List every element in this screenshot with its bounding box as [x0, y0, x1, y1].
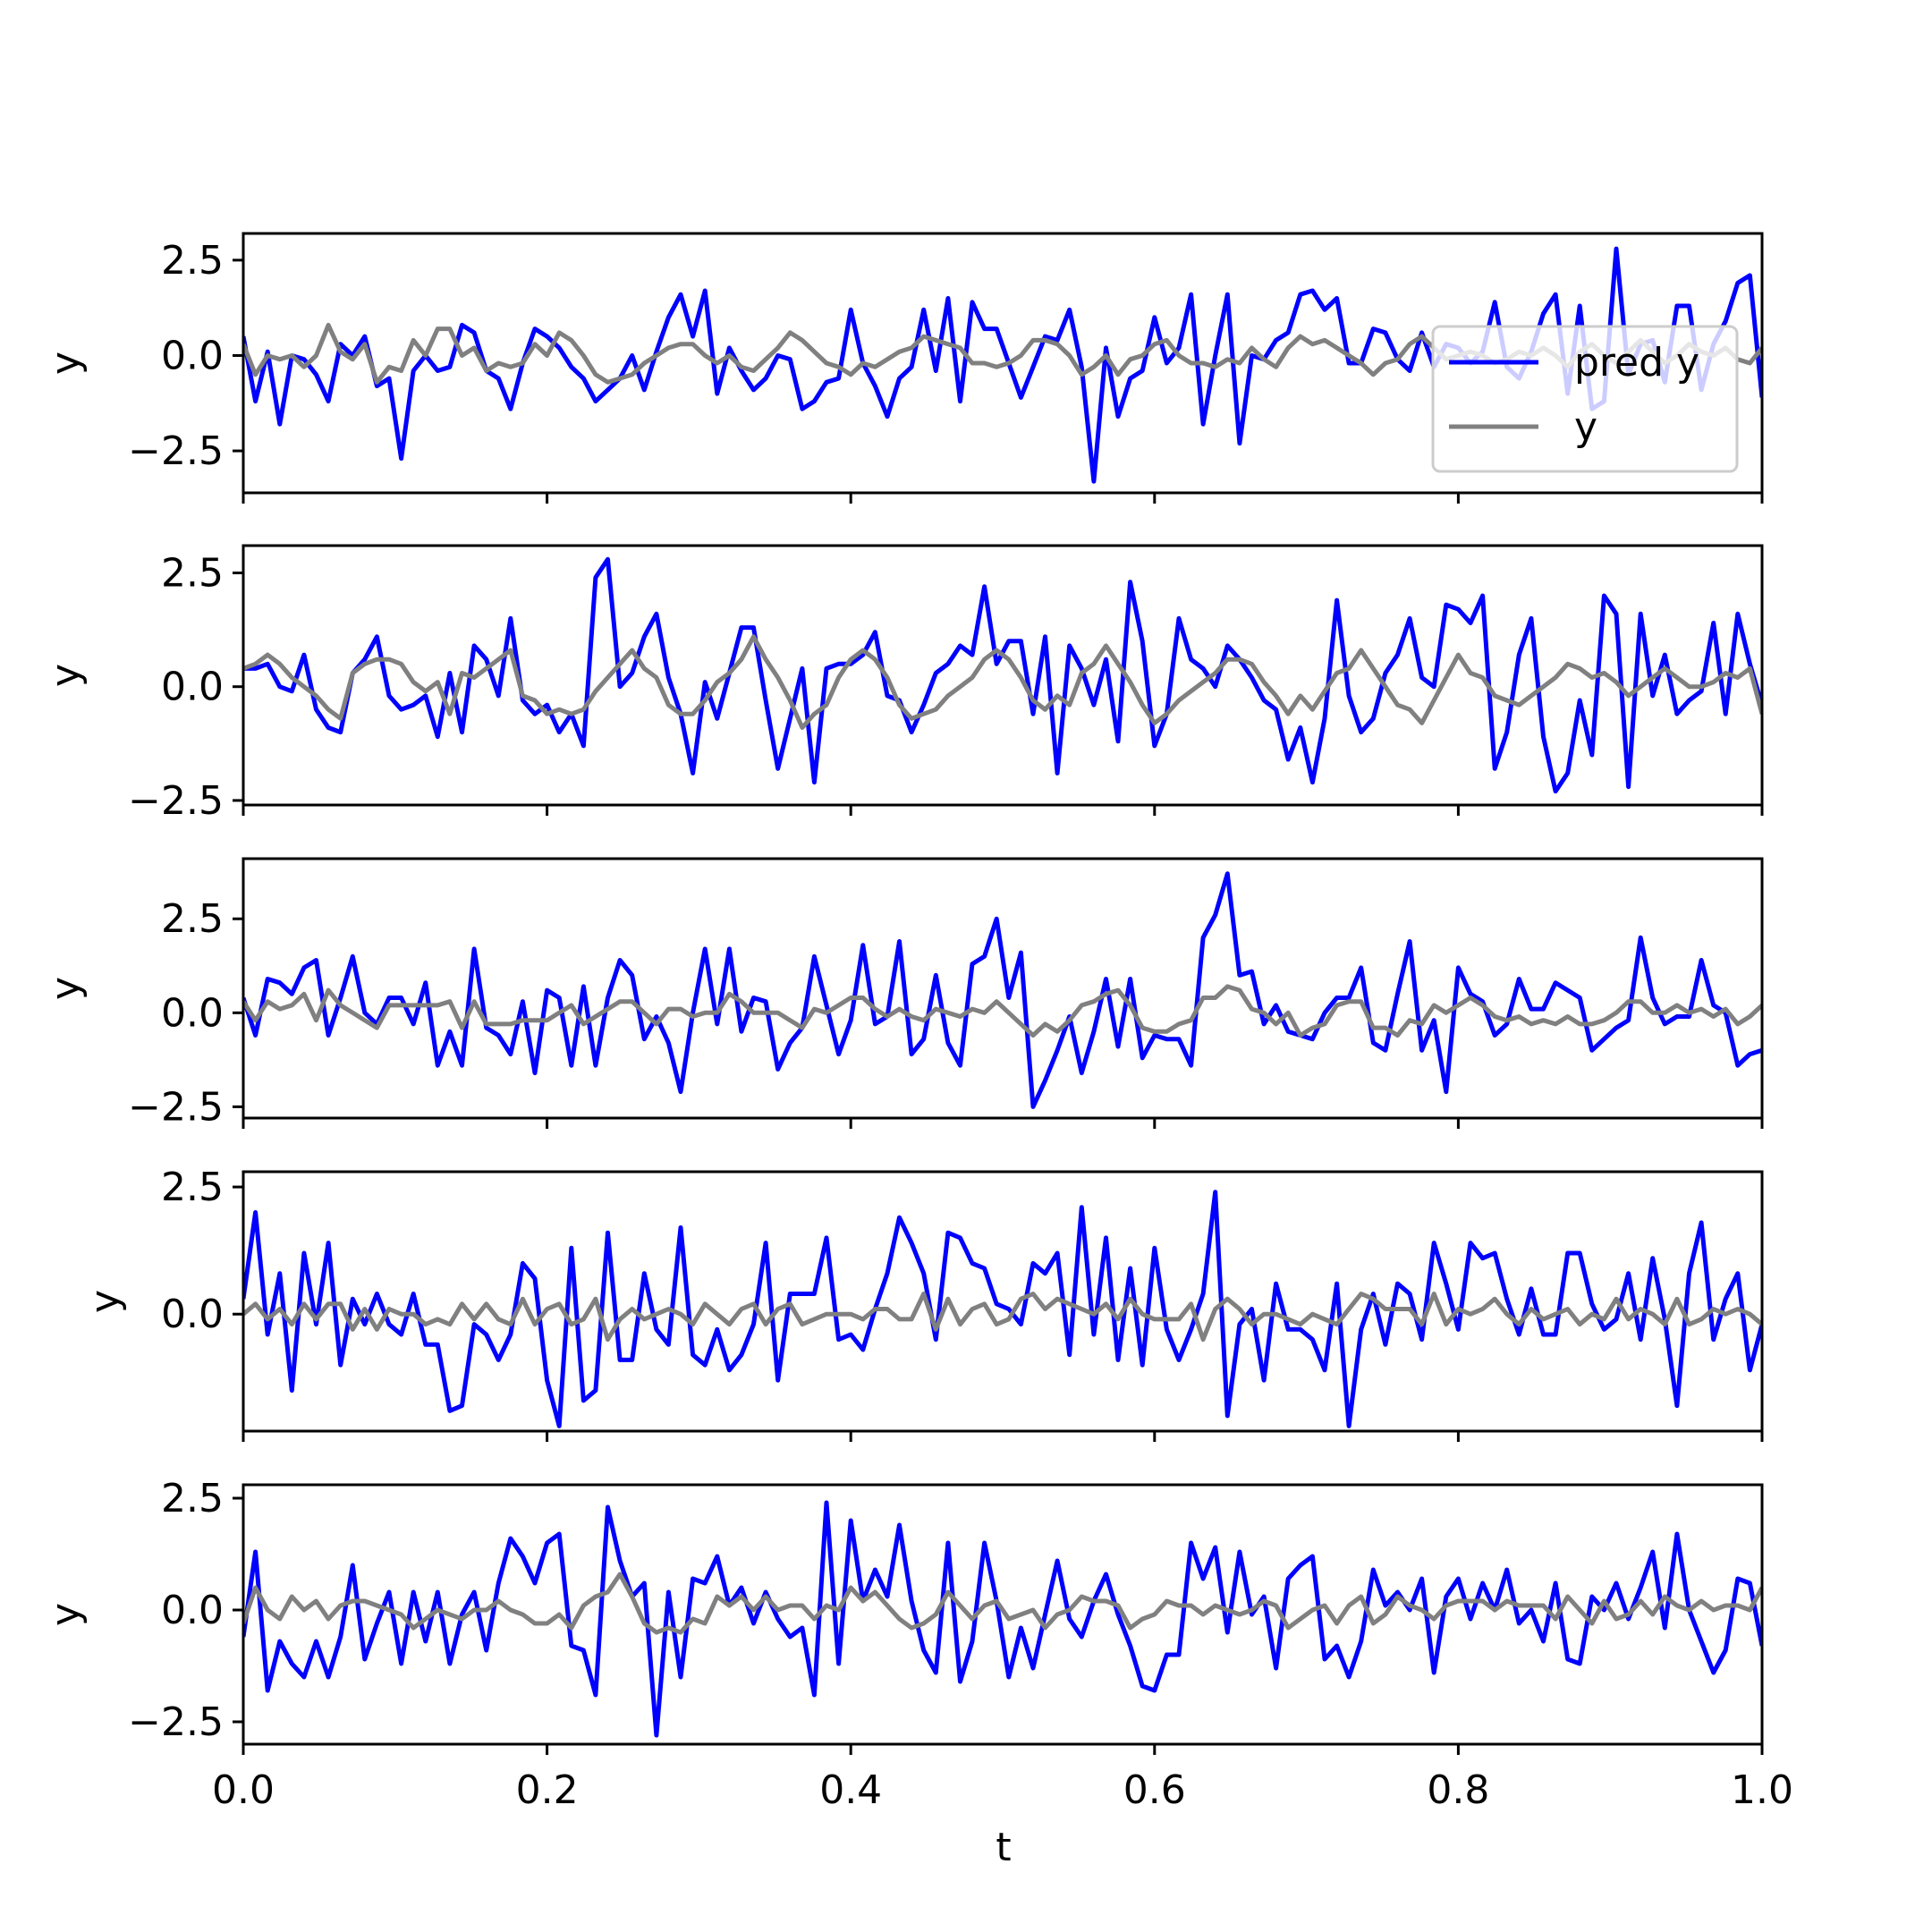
series-line-pred-y	[243, 1500, 1762, 1738]
x-tick-label: 0.8	[1427, 1767, 1489, 1813]
series-line-y	[243, 634, 1762, 730]
axes-frame	[242, 232, 1764, 495]
y-tick-label: 2.5	[161, 551, 224, 597]
y-tick-label: 0.0	[161, 665, 224, 710]
y-tick-label: 2.5	[161, 896, 224, 942]
y-axis-label: y	[43, 977, 89, 1000]
axes-frame	[242, 857, 1764, 1120]
x-tick-label: 0.4	[819, 1767, 882, 1813]
axes-frame	[242, 1483, 1764, 1746]
y-axis-label: y	[43, 1603, 89, 1626]
subplot-3: −2.5 0.0 2.5 y	[43, 857, 1764, 1130]
legend-label-y: y	[1574, 404, 1597, 450]
series-line-y	[243, 1292, 1762, 1343]
subplot-5: −2.5 0.0 2.5 y 0.0 0.2 0.4 0.6 0.8 1.0	[43, 1476, 1793, 1813]
subplot-2: −2.5 0.0 2.5 y	[43, 544, 1764, 824]
x-tick-label: 1.0	[1731, 1767, 1793, 1813]
y-tick-label: 0.0	[161, 1292, 224, 1337]
series-line-y	[243, 1572, 1762, 1635]
axes-frame	[242, 544, 1764, 807]
legend: pred y y	[1431, 325, 1739, 473]
series-line-pred-y	[243, 1190, 1762, 1428]
y-axis-label: y	[43, 664, 89, 687]
y-tick-label: 2.5	[161, 1476, 224, 1521]
y-tick-label: 0.0	[161, 990, 224, 1036]
y-tick-label: −2.5	[128, 1699, 224, 1745]
y-tick-label: −2.5	[128, 778, 224, 824]
y-tick-label: −2.5	[128, 428, 224, 474]
y-tick-label: 2.5	[161, 238, 224, 284]
y-axis-label: y	[82, 1290, 128, 1313]
y-tick-label: 0.0	[161, 1588, 224, 1633]
y-tick-label: 2.5	[161, 1165, 224, 1210]
x-tick-label: 0.2	[516, 1767, 579, 1813]
y-tick-label: −2.5	[128, 1084, 224, 1130]
subplot-4: 0.0 2.5 y	[82, 1165, 1764, 1442]
series-line-y	[243, 984, 1762, 1038]
x-tick-label: 0.6	[1123, 1767, 1186, 1813]
x-axis-label: t	[996, 1825, 1011, 1870]
x-tick-label: 0.0	[212, 1767, 275, 1813]
y-tick-label: 0.0	[161, 333, 224, 378]
subplot-1: −2.5 0.0 2.5 y pred y y	[43, 232, 1764, 504]
y-axis-label: y	[43, 352, 89, 375]
axes-frame	[242, 1170, 1764, 1433]
legend-label-pred-y: pred y	[1574, 340, 1699, 386]
series-line-pred-y	[243, 871, 1762, 1109]
